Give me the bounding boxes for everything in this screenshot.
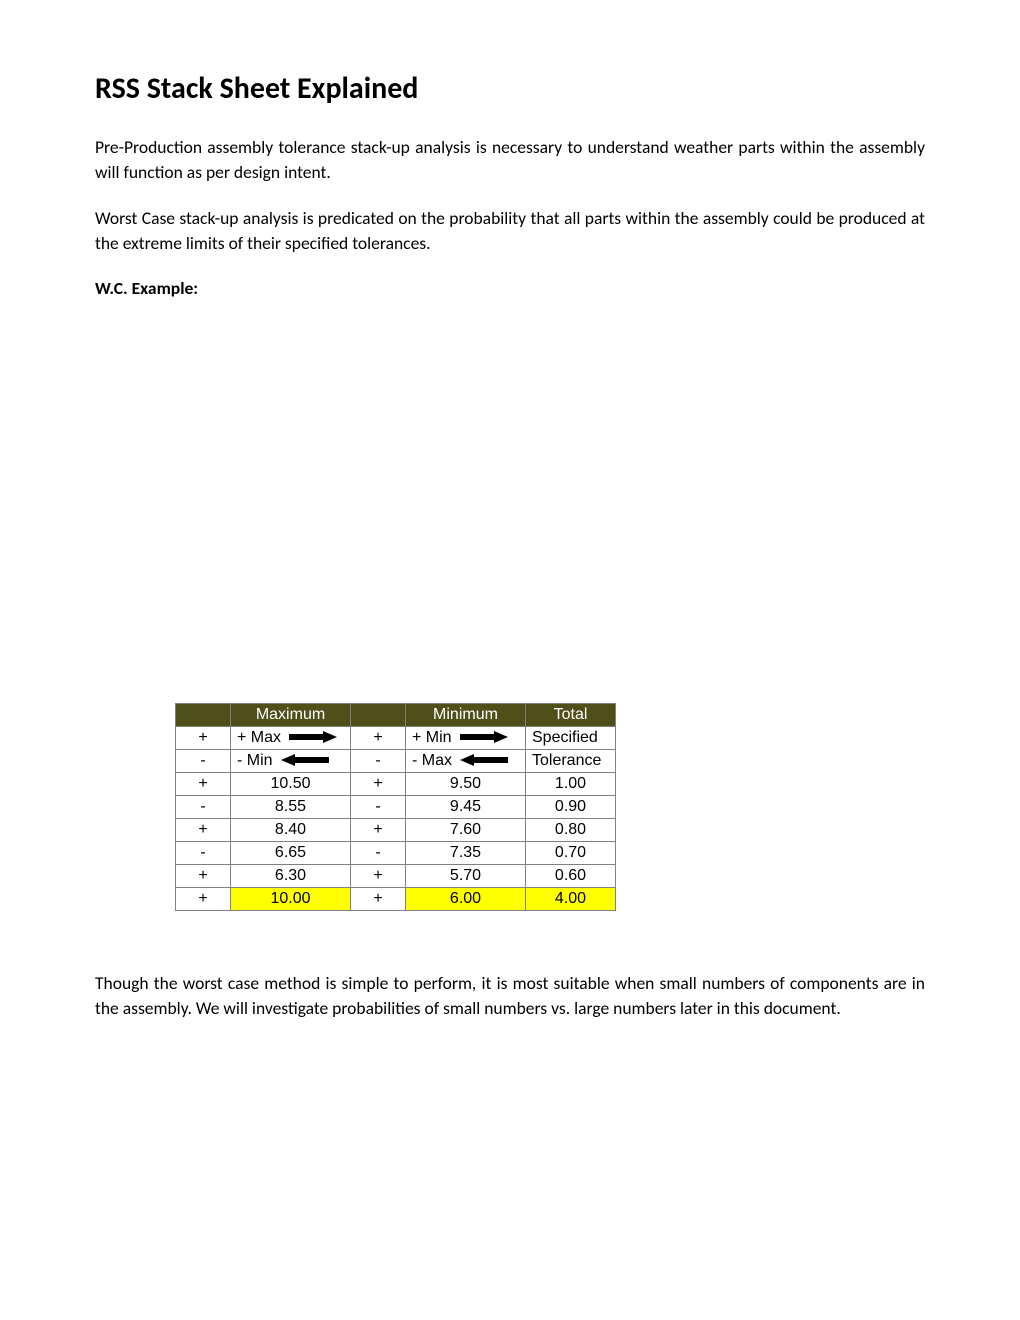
page-title: RSS Stack Sheet Explained [95, 70, 925, 107]
arrow-left-icon [281, 754, 329, 766]
legend-total-1: Specified [526, 726, 616, 749]
table-row: + 6.30 + 5.70 0.60 [176, 864, 616, 887]
legend-row-2: - - Min - - Max Tolerance [176, 749, 616, 772]
legend-text: + Min [412, 729, 452, 746]
legend-min-plus: + Min [406, 726, 526, 749]
legend-text: - Max [412, 752, 452, 769]
cell-sign: - [176, 795, 231, 818]
cell-sign: - [351, 795, 406, 818]
intro-paragraph-2: Worst Case stack-up analysis is predicat… [95, 206, 925, 257]
legend-max-plus: + Max [231, 726, 351, 749]
cell-sign: + [176, 818, 231, 841]
th-blank-1 [176, 703, 231, 726]
wc-table: Maximum Minimum Total + + Max + + Min [175, 703, 616, 911]
cell-max: 10.00 [231, 887, 351, 910]
th-total: Total [526, 703, 616, 726]
cell-sign: + [351, 864, 406, 887]
table-row: + 8.40 + 7.60 0.80 [176, 818, 616, 841]
cell-sign: - [351, 841, 406, 864]
cell-max: 6.65 [231, 841, 351, 864]
cell-min: 9.50 [406, 772, 526, 795]
table-row: - 8.55 - 9.45 0.90 [176, 795, 616, 818]
cell-max: 6.30 [231, 864, 351, 887]
arrow-right-icon [460, 731, 508, 743]
cell-sign: + [351, 772, 406, 795]
arrow-left-icon [460, 754, 508, 766]
cell-max: 10.50 [231, 772, 351, 795]
table-row-highlight: + 10.00 + 6.00 4.00 [176, 887, 616, 910]
closing-paragraph: Though the worst case method is simple t… [95, 971, 925, 1022]
arrow-right-icon [289, 731, 337, 743]
figure-placeholder [95, 303, 925, 703]
wc-table-container: Maximum Minimum Total + + Max + + Min [175, 703, 925, 911]
cell-total: 0.90 [526, 795, 616, 818]
legend-min-minus: - Min [231, 749, 351, 772]
table-row: + 10.50 + 9.50 1.00 [176, 772, 616, 795]
cell-min: 7.35 [406, 841, 526, 864]
legend-text: - Min [237, 752, 273, 769]
table-header-row: Maximum Minimum Total [176, 703, 616, 726]
cell-total: 0.60 [526, 864, 616, 887]
legend-sign: + [176, 726, 231, 749]
cell-sign: + [176, 887, 231, 910]
cell-min: 7.60 [406, 818, 526, 841]
legend-sign: - [176, 749, 231, 772]
intro-paragraph-1: Pre-Production assembly tolerance stack-… [95, 135, 925, 186]
th-minimum: Minimum [406, 703, 526, 726]
th-maximum: Maximum [231, 703, 351, 726]
legend-total-2: Tolerance [526, 749, 616, 772]
cell-min: 9.45 [406, 795, 526, 818]
cell-total: 0.80 [526, 818, 616, 841]
example-label: W.C. Example: [95, 277, 925, 299]
legend-max-minus: - Max [406, 749, 526, 772]
legend-sign: - [351, 749, 406, 772]
cell-max: 8.55 [231, 795, 351, 818]
table-row: - 6.65 - 7.35 0.70 [176, 841, 616, 864]
cell-sign: - [176, 841, 231, 864]
cell-total: 4.00 [526, 887, 616, 910]
cell-min: 5.70 [406, 864, 526, 887]
legend-text: + Max [237, 729, 281, 746]
cell-total: 0.70 [526, 841, 616, 864]
cell-max: 8.40 [231, 818, 351, 841]
cell-total: 1.00 [526, 772, 616, 795]
cell-sign: + [176, 864, 231, 887]
cell-sign: + [176, 772, 231, 795]
cell-min: 6.00 [406, 887, 526, 910]
legend-row-1: + + Max + + Min Specified [176, 726, 616, 749]
th-blank-2 [351, 703, 406, 726]
cell-sign: + [351, 818, 406, 841]
cell-sign: + [351, 887, 406, 910]
legend-sign: + [351, 726, 406, 749]
